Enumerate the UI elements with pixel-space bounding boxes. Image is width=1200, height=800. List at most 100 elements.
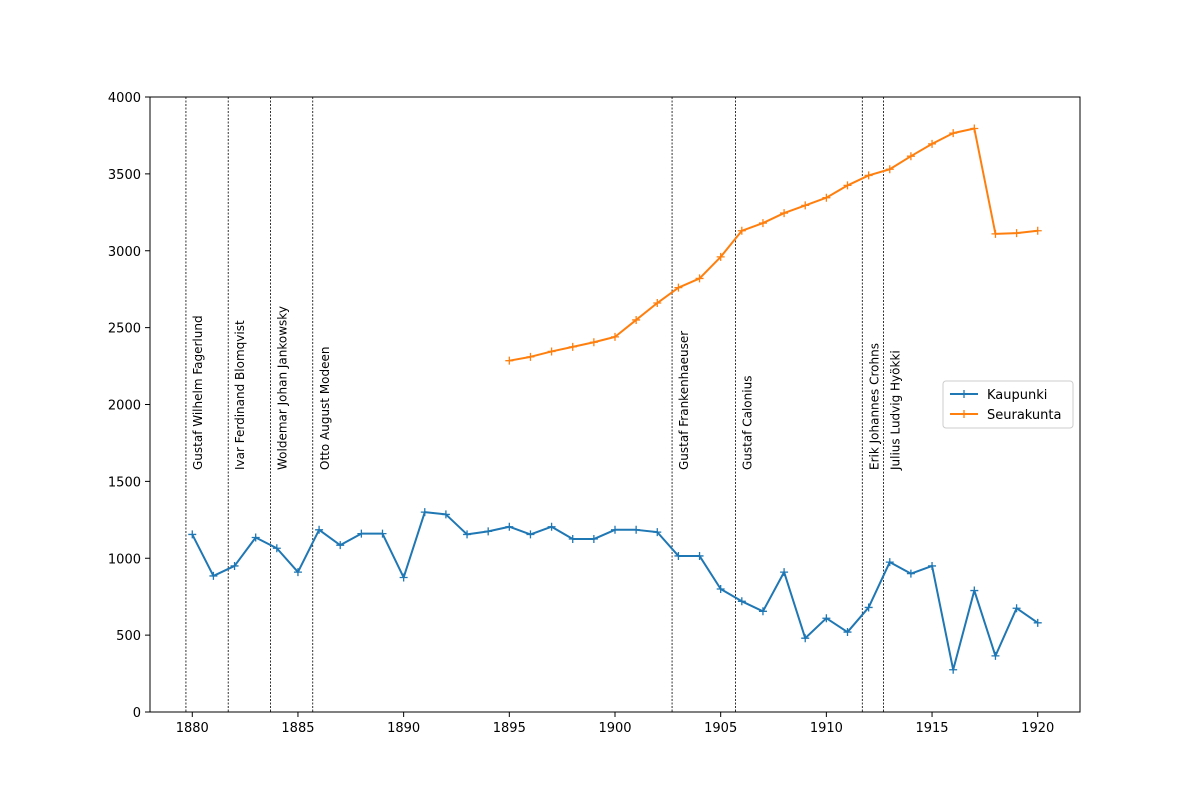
x-tick-label: 1900 xyxy=(598,721,631,736)
legend-box xyxy=(942,380,1074,429)
data-point xyxy=(1012,604,1021,613)
x-tick-label: 1890 xyxy=(387,721,420,736)
data-point xyxy=(949,129,958,138)
data-point xyxy=(399,573,408,582)
data-point xyxy=(949,665,958,674)
data-point xyxy=(589,535,598,544)
legend-marker xyxy=(960,410,968,418)
data-point xyxy=(463,530,472,539)
data-point xyxy=(632,525,641,534)
data-point xyxy=(843,628,852,637)
x-axis: 1880 1885 1890 1895 1900 1905 1910 1915 1920 xyxy=(176,712,1054,736)
data-point xyxy=(843,181,852,190)
data-point xyxy=(864,603,873,612)
data-point xyxy=(653,528,662,537)
y-tick-label: 3500 xyxy=(108,168,141,183)
vertical-line-label: Otto August Modeen xyxy=(318,346,332,470)
data-point xyxy=(716,252,725,261)
y-tick-label: 2500 xyxy=(108,322,141,337)
data-point xyxy=(315,525,324,534)
data-point xyxy=(632,315,641,324)
data-point xyxy=(441,510,450,519)
data-point xyxy=(822,193,831,202)
data-point xyxy=(611,332,619,341)
data-point xyxy=(885,165,894,174)
x-tick-label: 1880 xyxy=(176,721,209,736)
data-point xyxy=(188,530,197,539)
vertical-line-label: Woldemar Johan Jankowsky xyxy=(275,306,289,470)
data-point xyxy=(526,530,535,539)
data-point xyxy=(737,597,746,606)
data-point xyxy=(991,229,1000,238)
data-point xyxy=(526,352,535,361)
data-point xyxy=(737,226,746,235)
y-tick-label: 4000 xyxy=(108,91,141,106)
series-line xyxy=(509,127,1038,362)
y-tick-label: 1500 xyxy=(108,475,141,490)
data-point xyxy=(336,541,345,550)
data-point xyxy=(758,219,767,228)
series-layer xyxy=(188,124,1042,674)
data-point xyxy=(822,614,831,623)
data-point xyxy=(970,586,979,595)
data-point xyxy=(357,529,366,538)
data-point xyxy=(251,533,260,542)
data-point xyxy=(420,508,429,517)
y-tick-label: 500 xyxy=(116,629,141,644)
data-point xyxy=(991,651,1000,660)
vertical-line-label: Gustaf Calonius xyxy=(740,376,754,470)
data-point xyxy=(801,201,810,210)
vertical-line-label: Ivar Ferdinand Blomqvist xyxy=(233,320,247,470)
data-point xyxy=(547,347,556,356)
vertical-line-label: Gustaf Frankenhaeuser xyxy=(677,331,691,470)
data-point xyxy=(1033,226,1042,235)
data-point xyxy=(209,571,218,580)
data-point xyxy=(906,569,915,578)
x-tick-label: 1920 xyxy=(1021,721,1054,736)
data-point xyxy=(674,551,683,560)
data-point xyxy=(230,561,239,570)
legend-label: Seurakunta xyxy=(987,408,1061,423)
data-point xyxy=(864,171,873,180)
data-point xyxy=(547,522,556,531)
data-point xyxy=(970,124,979,133)
y-tick-label: 3000 xyxy=(108,245,141,260)
y-tick-label: 2000 xyxy=(108,399,141,414)
data-point xyxy=(695,551,704,560)
legend: Kaupunki Seurakunta xyxy=(942,380,1074,429)
data-point xyxy=(1012,229,1021,238)
data-point xyxy=(505,356,514,365)
data-point xyxy=(674,283,683,292)
data-point xyxy=(378,529,387,538)
legend-label: Kaupunki xyxy=(987,388,1047,403)
x-tick-label: 1885 xyxy=(281,721,314,736)
data-point xyxy=(716,585,725,593)
data-point xyxy=(589,338,598,347)
data-point xyxy=(928,139,937,148)
vertical-line-label: Erik Johannes Crohns xyxy=(867,343,881,470)
legend-marker xyxy=(960,390,968,398)
editor-vertical-lines: Gustaf Wilhelm Fagerlund Ivar Ferdinand B… xyxy=(185,97,902,712)
data-point xyxy=(611,525,619,534)
data-point xyxy=(568,342,577,351)
y-tick-label: 0 xyxy=(133,706,141,721)
x-tick-label: 1895 xyxy=(493,721,526,736)
data-point xyxy=(780,209,789,218)
data-point xyxy=(801,634,810,643)
data-point xyxy=(885,558,894,567)
data-point xyxy=(484,527,493,536)
x-tick-label: 1910 xyxy=(810,721,843,736)
y-tick-label: 1000 xyxy=(108,552,141,567)
data-point xyxy=(293,568,302,577)
vertical-line-label: Gustaf Wilhelm Fagerlund xyxy=(191,315,205,470)
data-point xyxy=(780,568,789,577)
x-tick-label: 1905 xyxy=(704,721,737,736)
y-axis: 0 500 1000 1500 2000 2500 3000 3500 4000 xyxy=(108,91,150,721)
vertical-line-label: Julius Ludvig Hyökki xyxy=(888,350,902,471)
data-point xyxy=(505,522,514,531)
x-tick-label: 1915 xyxy=(915,721,948,736)
data-point xyxy=(1033,618,1042,627)
data-point xyxy=(928,561,937,570)
data-point xyxy=(906,152,915,161)
